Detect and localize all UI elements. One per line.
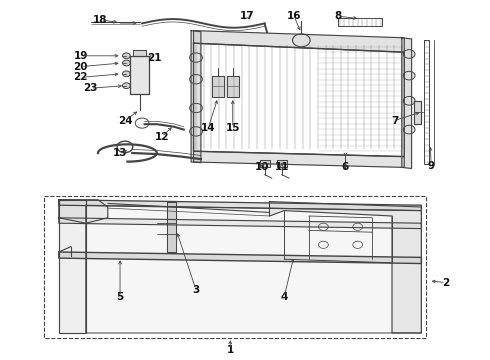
Text: 6: 6	[342, 162, 349, 172]
Text: 2: 2	[442, 278, 449, 288]
Text: 8: 8	[335, 11, 342, 21]
Text: 24: 24	[118, 116, 132, 126]
Circle shape	[403, 50, 415, 58]
Polygon shape	[277, 160, 287, 167]
Polygon shape	[402, 38, 412, 168]
Circle shape	[403, 96, 415, 105]
Text: 10: 10	[255, 162, 270, 172]
Text: 1: 1	[227, 345, 234, 355]
Text: 9: 9	[428, 161, 435, 171]
Polygon shape	[59, 252, 421, 264]
Text: 11: 11	[274, 162, 289, 172]
Polygon shape	[191, 31, 201, 163]
Circle shape	[403, 125, 415, 134]
Polygon shape	[227, 76, 239, 97]
Text: 21: 21	[147, 53, 162, 63]
Circle shape	[122, 71, 130, 77]
Text: 19: 19	[74, 51, 88, 61]
Text: 14: 14	[201, 123, 216, 133]
Text: 15: 15	[225, 123, 240, 133]
Polygon shape	[414, 101, 421, 124]
Circle shape	[122, 60, 130, 66]
Text: 18: 18	[93, 15, 108, 25]
Polygon shape	[167, 202, 176, 252]
Text: 20: 20	[74, 62, 88, 72]
Text: 17: 17	[240, 11, 255, 21]
Polygon shape	[270, 202, 421, 333]
Circle shape	[190, 53, 202, 62]
Text: 3: 3	[193, 285, 199, 295]
Circle shape	[190, 127, 202, 136]
Circle shape	[190, 103, 202, 113]
Circle shape	[293, 34, 310, 47]
Polygon shape	[86, 205, 421, 333]
Polygon shape	[194, 151, 404, 167]
Circle shape	[122, 83, 130, 89]
Text: 7: 7	[391, 116, 398, 126]
Text: 16: 16	[287, 11, 301, 21]
Polygon shape	[130, 56, 149, 94]
Polygon shape	[194, 31, 404, 52]
Text: 5: 5	[117, 292, 123, 302]
Polygon shape	[59, 200, 421, 211]
Text: 12: 12	[154, 132, 169, 142]
Polygon shape	[59, 200, 108, 223]
Polygon shape	[260, 160, 270, 167]
Polygon shape	[59, 218, 421, 229]
Text: 22: 22	[74, 72, 88, 82]
Circle shape	[403, 71, 415, 80]
Polygon shape	[59, 200, 86, 333]
Text: 13: 13	[113, 148, 127, 158]
Circle shape	[122, 53, 130, 59]
Text: 23: 23	[83, 83, 98, 93]
Circle shape	[190, 75, 202, 84]
Text: 4: 4	[280, 292, 288, 302]
Polygon shape	[133, 50, 146, 56]
Polygon shape	[212, 76, 224, 97]
